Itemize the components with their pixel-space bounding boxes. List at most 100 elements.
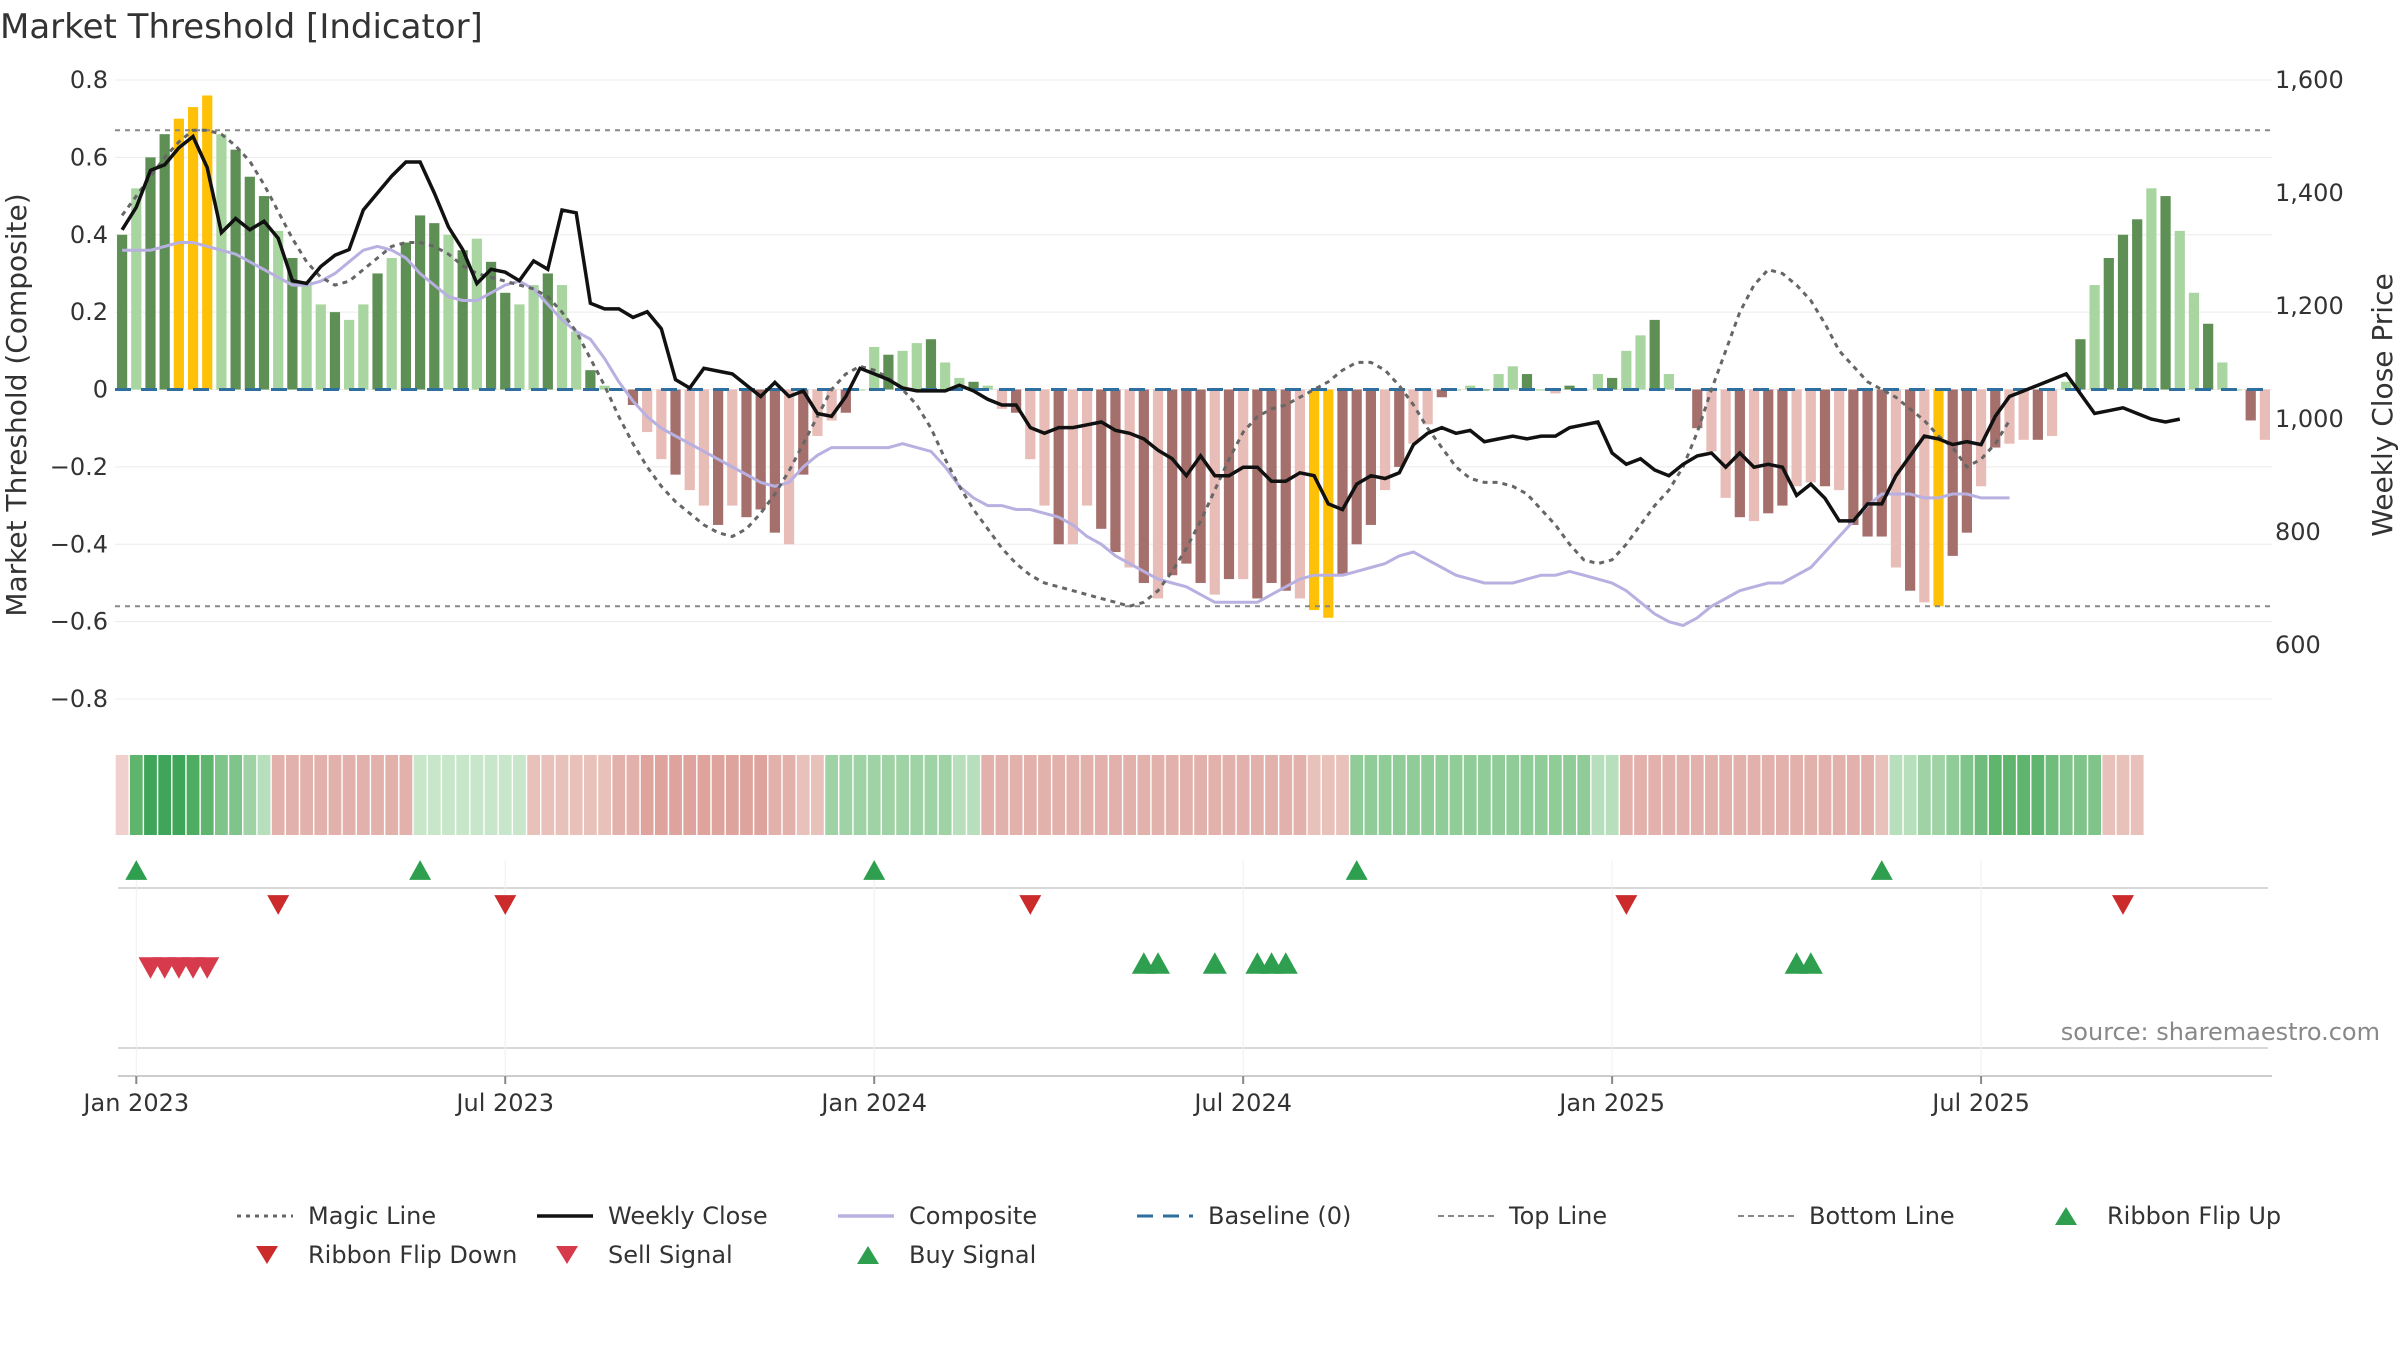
ribbon-cell	[2031, 755, 2045, 835]
composite-bar	[1039, 389, 1050, 506]
ribbon	[115, 755, 2144, 835]
composite-bar	[2245, 389, 2256, 421]
ribbon-cell	[1662, 755, 1676, 835]
composite-bar	[1493, 374, 1504, 390]
chart-title: Market Threshold [Indicator]	[0, 7, 483, 47]
ribbon-cell	[2045, 755, 2059, 835]
ribbon-cell	[1478, 755, 1491, 835]
ribbon-cell	[1080, 755, 1094, 835]
ribbon-cell	[229, 755, 243, 835]
legend-item: Baseline (0)	[1137, 1202, 1351, 1230]
ribbon-cell	[754, 755, 768, 835]
composite-bar	[1266, 389, 1277, 583]
legend-label: Ribbon Flip Down	[308, 1241, 517, 1269]
composite-bar	[1294, 389, 1306, 599]
ribbon-cell	[1832, 755, 1846, 835]
legend-item: Bottom Line	[1738, 1202, 1955, 1230]
legend-label: Ribbon Flip Up	[2107, 1202, 2281, 1230]
ribbon-cell	[399, 755, 413, 835]
composite-bar	[2089, 285, 2100, 390]
x-tick-label: Jan 2024	[819, 1089, 927, 1117]
composite-bar	[642, 389, 653, 433]
ribbon-cell	[1492, 755, 1505, 835]
legend-label: Composite	[909, 1202, 1037, 1230]
composite-bar	[287, 257, 298, 390]
composite-bar	[741, 389, 752, 518]
composite-bar	[1422, 389, 1433, 425]
composite-bar	[1408, 389, 1419, 444]
composite-bar	[1550, 389, 1561, 394]
composite-bar	[670, 389, 681, 475]
composite-bar	[1110, 389, 1121, 553]
composite-bar	[230, 149, 241, 390]
composite-bar	[1763, 389, 1774, 514]
ribbon-cell	[1109, 755, 1122, 835]
y-right-tick-label: 1,600	[2275, 66, 2344, 94]
ribbon-cell	[1548, 755, 1562, 835]
composite-bar	[159, 134, 170, 390]
ribbon-cell	[1066, 755, 1080, 835]
composite-bar	[187, 107, 199, 390]
legend-swatch	[556, 1246, 578, 1264]
composite-bar	[2018, 389, 2029, 440]
ribbon-cell	[1776, 755, 1789, 835]
ribbon-cell	[896, 755, 909, 835]
ribbon-cell	[442, 755, 455, 835]
ribbon-cell	[1591, 755, 1605, 835]
composite-bar	[556, 285, 568, 390]
ribbon-cell	[2003, 755, 2016, 835]
ribbon-flip-down-marker	[494, 895, 517, 915]
composite-bar	[2259, 389, 2271, 440]
y-right-tick-label: 1,400	[2275, 179, 2344, 207]
ribbon-flip-up-marker	[1345, 860, 1368, 880]
composite-bar	[244, 176, 255, 390]
ribbon-cell	[839, 755, 853, 835]
composite-bar	[1876, 389, 1887, 537]
composite-bar	[443, 234, 454, 390]
ribbon-cell	[1733, 755, 1747, 835]
composite-bar	[301, 281, 312, 390]
composite-bar	[1394, 389, 1405, 467]
bars	[116, 95, 2271, 618]
composite-bar	[1238, 389, 1249, 580]
y-left-tick-label: −0.2	[50, 453, 108, 481]
composite-bar	[1635, 335, 1646, 390]
composite-bar	[1720, 389, 1731, 498]
composite-bar	[854, 389, 866, 391]
ribbon-cell	[200, 755, 214, 835]
composite-bar	[1209, 389, 1220, 595]
ribbon-cell	[811, 755, 824, 835]
ribbon-cell	[1875, 755, 1889, 835]
composite-bar	[471, 238, 482, 390]
ribbon-cell	[1705, 755, 1718, 835]
ribbon-cell	[825, 755, 839, 835]
composite-bar	[1621, 350, 1632, 390]
y-right-tick-label: 1,200	[2275, 292, 2344, 320]
ribbon-flip-down-marker	[1615, 895, 1638, 915]
composite-bar	[684, 389, 695, 491]
ribbon-cell	[129, 755, 143, 835]
ribbon-cell	[1563, 755, 1576, 835]
ribbon-cell	[1350, 755, 1364, 835]
composite-bar	[2217, 362, 2228, 390]
ribbon-cell	[569, 755, 583, 835]
composite-bar	[883, 354, 894, 390]
composite-bar	[2117, 234, 2129, 390]
ribbon-cell	[1463, 755, 1477, 835]
ribbon-cell	[300, 755, 313, 835]
ribbon-cell	[484, 755, 498, 835]
composite-bar	[202, 95, 213, 390]
composite-bar	[1138, 389, 1149, 583]
y-left-tick-label: −0.8	[50, 685, 108, 713]
composite-bar	[727, 389, 738, 506]
ribbon-cell	[2116, 755, 2130, 835]
y-left-tick-label: 0	[93, 376, 108, 404]
composite-bar	[2146, 188, 2157, 390]
composite-bar	[1252, 389, 1263, 599]
composite-bar	[457, 250, 468, 390]
composite-bar	[783, 389, 795, 545]
ribbon-cell	[385, 755, 399, 835]
buy-signal-marker	[1202, 952, 1227, 974]
x-axis: Jan 2023 Jul 2023 Jan 2024 Jul 2024 Jan 2025…	[81, 1076, 2030, 1117]
